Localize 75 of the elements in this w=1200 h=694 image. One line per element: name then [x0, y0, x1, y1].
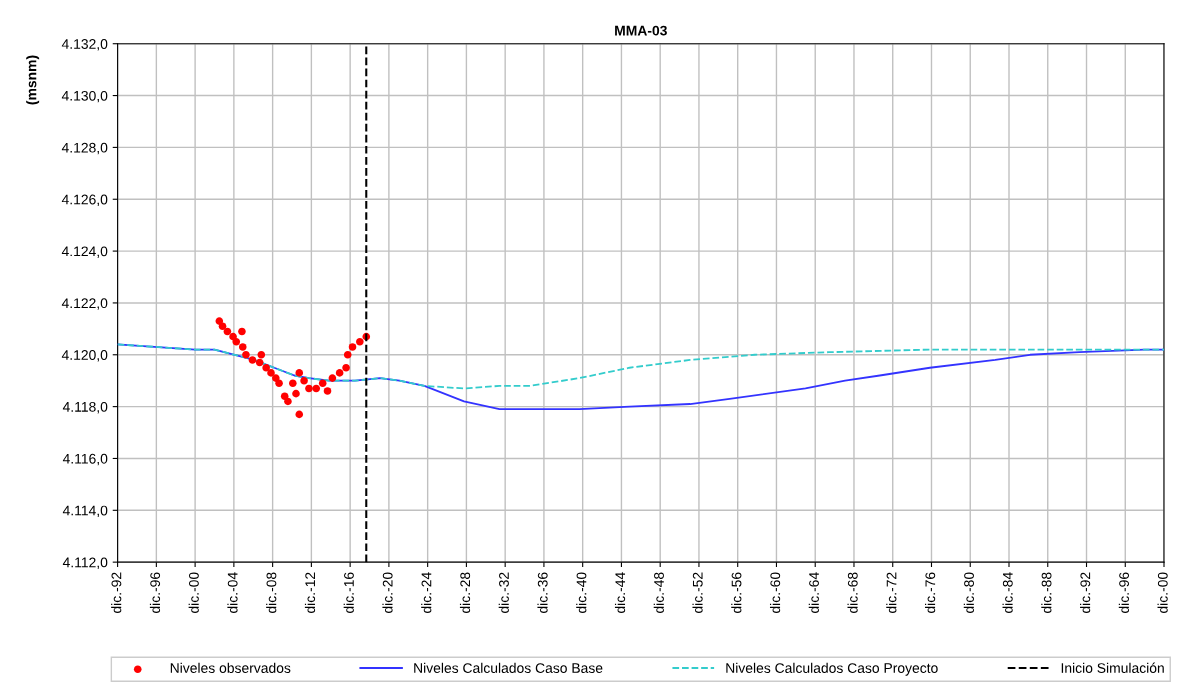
legend-label: Niveles observados [170, 662, 291, 673]
y-tick-label: 4.112,0 [62, 557, 108, 569]
point [232, 338, 241, 346]
x-tick-label: dic.-84 [1002, 572, 1013, 613]
point [292, 389, 300, 398]
x-tick-label: dic.-20 [382, 572, 393, 613]
x-tick-label: dic.-00 [188, 572, 199, 613]
point [242, 350, 250, 359]
point [328, 374, 337, 382]
x-tick-label: dic.-00 [1157, 572, 1168, 613]
y-tick-label: 4.126,0 [61, 194, 108, 207]
x-tick-label: dic.-56 [731, 572, 742, 613]
x-tick-label: dic.-80 [963, 572, 974, 613]
y-axis-title: (msnm) [26, 55, 40, 105]
point [257, 350, 266, 359]
x-tick-label: dic.-92 [111, 572, 122, 613]
x-tick-label: dic.-40 [576, 572, 587, 613]
y-tick-label: 4.128,0 [61, 142, 108, 155]
x-tick-label: dic.-96 [1118, 572, 1129, 613]
y-tick-label: 4.114,0 [62, 505, 108, 518]
point [295, 410, 304, 419]
point [218, 322, 227, 331]
point [348, 343, 357, 351]
x-tick-label: dic.-96 [149, 572, 161, 613]
x-tick-label: dic.-92 [1080, 572, 1091, 613]
chart-title: MMA-03 [615, 25, 667, 36]
point [295, 369, 304, 377]
x-tick-label: dic.-44 [614, 572, 626, 613]
x-tick-label: dic.-76 [925, 572, 936, 613]
x-tick-label: dic.-08 [266, 572, 277, 613]
legend-label: Inicio Simulación [1061, 662, 1164, 673]
x-tick-label: dic.-32 [498, 572, 509, 613]
point [223, 327, 232, 336]
point [284, 397, 292, 406]
y-tick-label: 4.124,0 [61, 246, 108, 258]
point [318, 379, 327, 388]
legend-label: Niveles Calculados Caso Base [414, 662, 603, 673]
y-tick-label: 4.132,0 [61, 39, 108, 51]
point [342, 363, 350, 372]
point [238, 327, 246, 336]
x-tick-label: dic.-24 [421, 572, 432, 613]
point [305, 384, 313, 393]
point [267, 369, 275, 377]
x-tick-label: dic.-36 [537, 572, 548, 613]
point [300, 376, 308, 385]
y-tick-label: 4.118,0 [62, 401, 108, 414]
x-tick-label: dic.-12 [304, 572, 316, 613]
x-tick-label: dic.-72 [886, 572, 897, 613]
point [248, 356, 257, 364]
x-tick-label: dic.-88 [1041, 572, 1052, 613]
point [335, 369, 344, 377]
x-tick-label: dic.-28 [459, 572, 471, 613]
line-series [117, 343, 1164, 390]
x-tick-label: dic.-60 [769, 572, 781, 613]
point [238, 343, 247, 351]
point [312, 384, 321, 393]
point [289, 379, 297, 388]
x-tick-label: dic.-64 [808, 572, 819, 613]
x-tick-label: dic.-68 [847, 572, 858, 613]
point [343, 350, 352, 359]
y-tick-label: 4.130,0 [61, 90, 108, 103]
x-tick-label: dic.-52 [692, 572, 703, 613]
y-tick-label: 4.120,0 [61, 350, 108, 362]
point [275, 379, 283, 388]
x-tick-label: dic.-16 [343, 572, 354, 613]
point [262, 363, 270, 372]
legend-label: Niveles Calculados Caso Proyecto [726, 662, 938, 676]
x-tick-label: dic.-04 [227, 572, 238, 613]
point [272, 374, 280, 382]
x-tick-label: dic.-48 [653, 572, 664, 613]
y-tick-label: 4.116,0 [62, 453, 108, 466]
point [356, 338, 364, 346]
point [255, 358, 264, 367]
point [323, 387, 332, 395]
y-tick-label: 4.122,0 [61, 298, 108, 310]
